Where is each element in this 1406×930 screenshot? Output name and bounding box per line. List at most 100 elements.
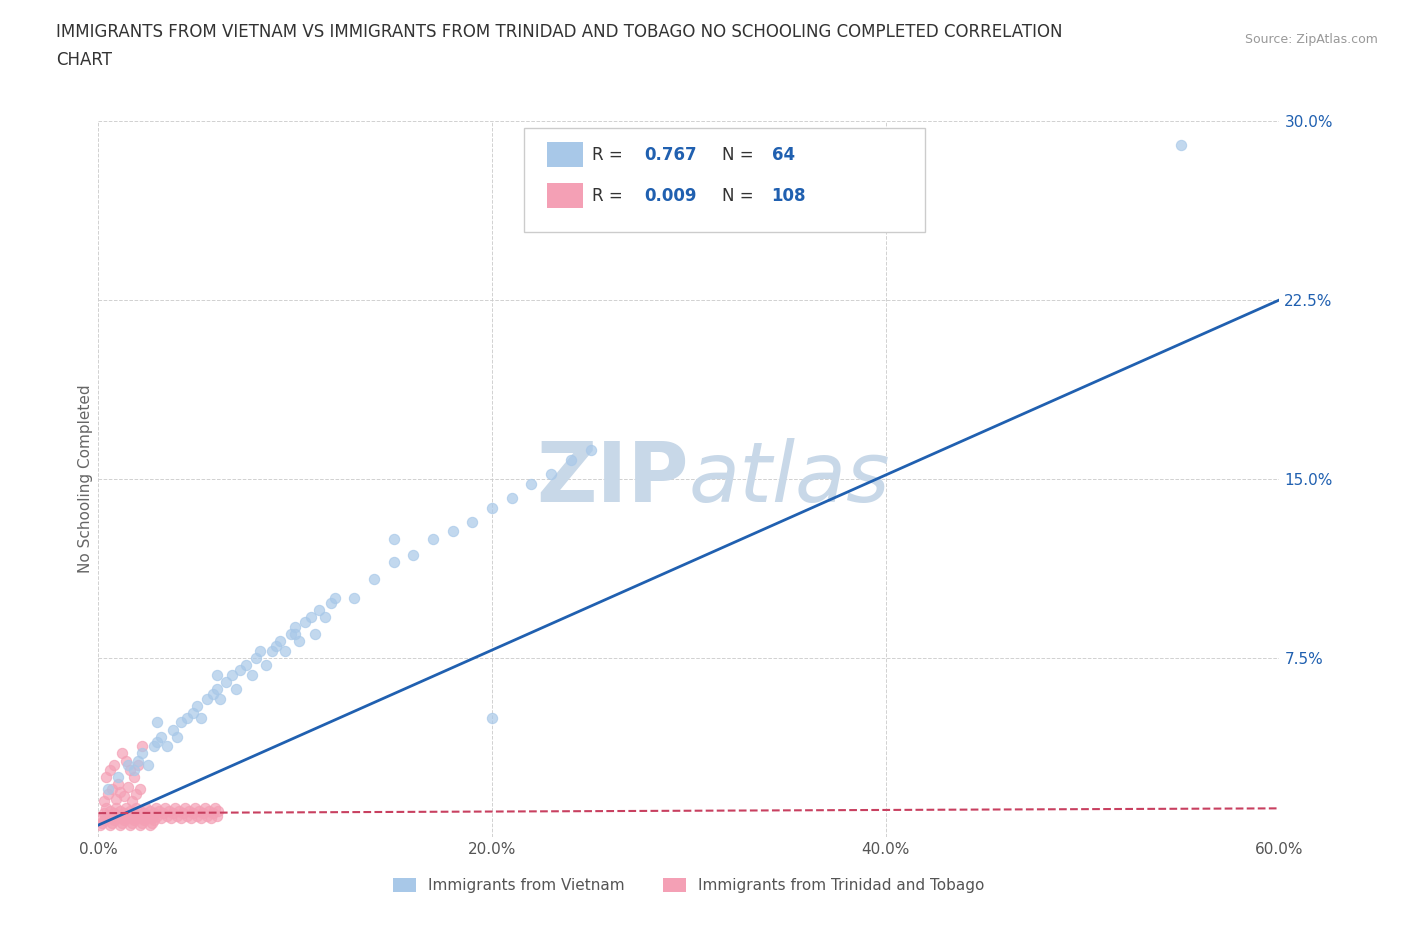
- Point: [235, 658, 257, 672]
- Legend: Immigrants from Vietnam, Immigrants from Trinidad and Tobago: Immigrants from Vietnam, Immigrants from…: [385, 870, 993, 901]
- Point: [260, 644, 283, 658]
- Point: [184, 801, 207, 816]
- Point: [125, 810, 148, 825]
- Point: [118, 763, 141, 777]
- Point: [111, 746, 134, 761]
- Point: [186, 808, 208, 823]
- Point: [105, 791, 128, 806]
- Point: [131, 738, 153, 753]
- Point: [155, 801, 177, 816]
- Point: [166, 729, 188, 744]
- Text: N =: N =: [723, 146, 759, 164]
- Point: [132, 805, 155, 820]
- Point: [240, 667, 263, 682]
- Point: [103, 758, 125, 773]
- Point: [156, 808, 179, 823]
- Point: [205, 682, 228, 697]
- Point: [101, 816, 124, 830]
- Point: [105, 810, 128, 825]
- Point: [93, 805, 115, 820]
- Point: [501, 491, 523, 506]
- Point: [195, 808, 218, 823]
- Point: [207, 804, 229, 818]
- Point: [97, 782, 120, 797]
- Point: [441, 524, 464, 538]
- Point: [103, 805, 125, 820]
- Point: [128, 804, 150, 818]
- Point: [204, 801, 226, 816]
- Point: [121, 794, 143, 809]
- Point: [111, 810, 134, 825]
- Point: [314, 610, 336, 625]
- Point: [461, 514, 484, 529]
- Point: [200, 810, 222, 825]
- Text: atlas: atlas: [689, 438, 890, 520]
- Point: [191, 805, 214, 820]
- Point: [166, 808, 188, 823]
- Text: 0.767: 0.767: [644, 146, 697, 164]
- Text: 64: 64: [772, 146, 794, 164]
- Point: [112, 813, 135, 828]
- Point: [156, 738, 179, 753]
- Point: [131, 746, 153, 761]
- Point: [145, 801, 167, 816]
- Point: [481, 711, 503, 725]
- Point: [115, 801, 138, 816]
- Point: [108, 784, 131, 799]
- Point: [125, 801, 148, 816]
- Point: [108, 804, 131, 818]
- Point: [93, 813, 115, 828]
- Point: [121, 810, 143, 825]
- Point: [170, 810, 193, 825]
- Point: [190, 810, 212, 825]
- Point: [122, 770, 145, 785]
- Text: CHART: CHART: [56, 51, 112, 69]
- Point: [97, 808, 120, 823]
- Point: [121, 816, 143, 830]
- Point: [170, 715, 193, 730]
- Point: [108, 817, 131, 832]
- Text: 108: 108: [772, 187, 806, 206]
- Point: [319, 595, 342, 610]
- Point: [284, 627, 307, 642]
- Point: [288, 634, 311, 649]
- Point: [107, 808, 129, 823]
- Point: [299, 610, 322, 625]
- Point: [112, 789, 135, 804]
- Point: [172, 805, 194, 820]
- Point: [131, 810, 153, 825]
- Text: 0.009: 0.009: [644, 187, 696, 206]
- Point: [96, 770, 118, 785]
- Point: [107, 808, 129, 823]
- Point: [190, 711, 212, 725]
- Point: [284, 619, 307, 634]
- Point: [382, 555, 405, 570]
- Point: [146, 715, 169, 730]
- Point: [146, 808, 169, 823]
- Point: [118, 804, 141, 818]
- Point: [165, 801, 187, 816]
- Text: IMMIGRANTS FROM VIETNAM VS IMMIGRANTS FROM TRINIDAD AND TOBAGO NO SCHOOLING COMP: IMMIGRANTS FROM VIETNAM VS IMMIGRANTS FR…: [56, 23, 1063, 41]
- Point: [115, 753, 138, 768]
- Point: [98, 804, 121, 818]
- Point: [127, 808, 149, 823]
- Point: [363, 572, 385, 587]
- Point: [176, 808, 198, 823]
- Bar: [547, 183, 582, 208]
- Point: [308, 603, 330, 618]
- Point: [122, 805, 145, 820]
- Point: [138, 804, 160, 818]
- Point: [249, 644, 271, 658]
- Point: [205, 808, 228, 823]
- Point: [105, 801, 128, 816]
- Point: [205, 667, 228, 682]
- Point: [101, 810, 124, 825]
- Point: [180, 810, 202, 825]
- Point: [343, 591, 366, 605]
- Text: Source: ZipAtlas.com: Source: ZipAtlas.com: [1244, 33, 1378, 46]
- Point: [117, 779, 139, 794]
- Point: [125, 787, 148, 802]
- Point: [194, 801, 217, 816]
- Point: [103, 813, 125, 828]
- Point: [382, 531, 405, 546]
